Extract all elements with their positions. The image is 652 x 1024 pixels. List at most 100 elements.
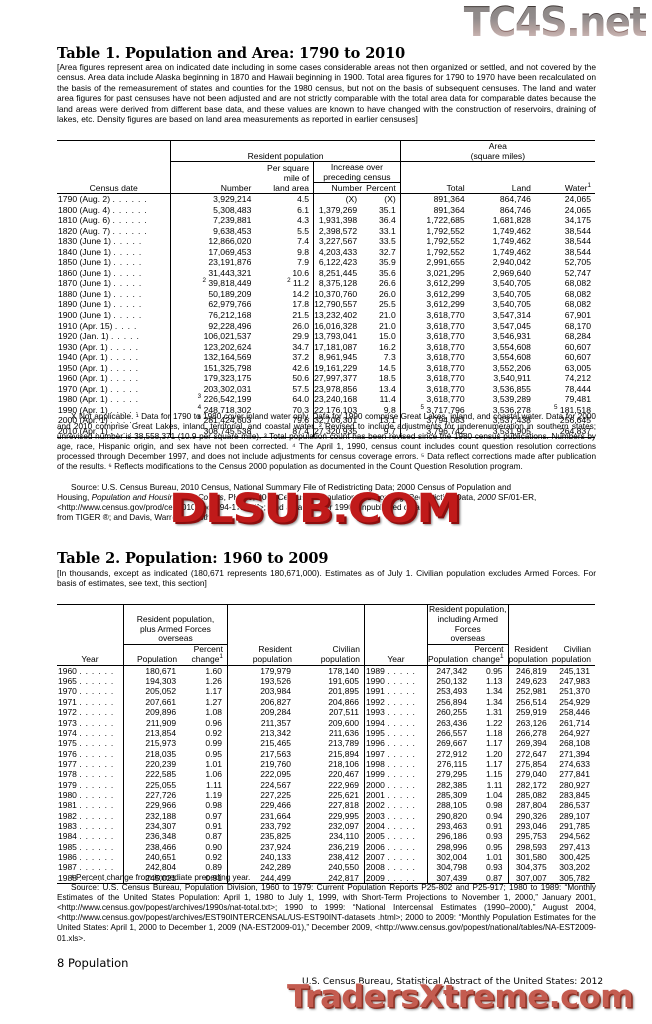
t1-cell-total: 3,612,299 <box>399 278 469 289</box>
t1-col-water: Water1 <box>564 182 591 193</box>
t1-cell-increase-percent: 26.6 <box>379 278 396 289</box>
t1-cell-density: 50.6 <box>292 373 310 384</box>
t1-cell-increase-percent: 36.4 <box>379 215 396 226</box>
t1-cell-date: 1980 (Apr. 1) . . . . . <box>58 394 139 405</box>
t2-col-population-left: Population <box>123 644 182 666</box>
t1-col-total: Total <box>399 182 469 194</box>
t1-cell-date: 1810 (Aug. 6) . . . . . . <box>58 215 148 226</box>
t1-cell-increase-percent: 26.0 <box>379 288 396 299</box>
t1-cell-land: 2,969,640 <box>492 267 531 278</box>
t2-cell-percent-left: 0.91 <box>205 820 222 831</box>
t2-cell-resident-left: 193,526 <box>226 676 296 687</box>
table1-footnotes: X Not applicable. ¹ Data for 1790 to 198… <box>57 412 596 472</box>
t2-cell-population-left: 207,661 <box>123 696 182 708</box>
table-row: 2010 (Apr. 1) . . . . . 308,745,538 87.4 27… <box>57 426 595 438</box>
t2-cell-resident-left: 224,567 <box>226 779 296 790</box>
t1-cell-land: 3,539,289 <box>492 394 531 405</box>
t2-cell-percent-left: 0.95 <box>205 748 222 759</box>
t2-cell-year-right: 1992 . . . . . <box>363 696 428 708</box>
t1-cell-date: 1820 (Aug. 7) . . . . . . <box>58 225 148 236</box>
t1-cell-water: 5 181,518 <box>554 404 591 415</box>
t2-cell-resident-right: 269,394 <box>507 738 552 749</box>
table-row: 1975 . . . . . . 215,973 0.99 215,465 213,78… <box>57 738 595 749</box>
t1-cell-total: 1,792,552 <box>399 246 469 258</box>
t2-cell-resident-left: 237,924 <box>226 841 296 852</box>
table-row: 1810 (Aug. 6) . . . . . . 7,239,881 4.3 1,9… <box>57 215 595 226</box>
t1-cell-increase-number: 13,793,041 <box>313 331 367 342</box>
site-logo-tc4s: TC4S.net <box>463 0 647 46</box>
t2-cell-civilian-right: 245,131 <box>559 665 590 676</box>
t1-cell-total: 3,618,770 <box>399 341 469 353</box>
t1-cell-increase-percent: (X) <box>384 194 396 204</box>
t2-cell-civilian-right: 271,394 <box>559 748 590 759</box>
t1-cell-increase-number: 19,161,229 <box>313 362 367 374</box>
t1-cell-date: 1900 (June 1) . . . . . <box>58 310 143 321</box>
t2-cell-population-right: 288,105 <box>426 800 473 811</box>
t2-cell-year-left: 1981 . . . . . . <box>58 800 115 811</box>
t2-cell-resident-left: 206,827 <box>226 696 296 708</box>
table-row: 1920 (Jan. 1) . . . . . 106,021,537 29.9 13… <box>57 331 595 342</box>
t1-cell-total: 3,618,770 <box>399 362 469 374</box>
t2-cell-percent-left: 1.26 <box>205 676 222 687</box>
t1-cell-water: 79,481 <box>564 394 591 405</box>
t2-cell-percent-left: 0.98 <box>205 800 222 811</box>
t1-cell-water: 52,705 <box>564 257 591 268</box>
t1-cell-increase-percent: 18.5 <box>379 373 396 384</box>
t1-cell-land: 3,540,911 <box>493 373 531 384</box>
t2-cell-resident-right: 246,819 <box>507 665 552 677</box>
t1-cell-date: 1860 (June 1) . . . . . <box>58 267 143 278</box>
t2-cell-resident-left: 215,465 <box>226 738 296 749</box>
t1-cell-number: 123,202,624 <box>170 341 256 353</box>
t2-cell-resident-left: 227,225 <box>226 789 296 801</box>
t1-cell-number: 3 226,542,199 <box>170 394 256 405</box>
t2-cell-civilian-right: 303,202 <box>559 862 590 873</box>
t1-cell-density: 9.8 <box>297 246 310 257</box>
t2-cell-year-left: 1975 . . . . . . <box>58 738 115 749</box>
t1-cell-date: 1930 (Apr. 1) . . . . . <box>58 341 139 352</box>
t2-cell-resident-right: 293,046 <box>507 820 552 832</box>
t1-cell-increase-percent: 14.5 <box>379 362 396 373</box>
t2-cell-population-left: 242,804 <box>123 862 182 873</box>
t1-cell-number: 9,638,453 <box>170 225 256 237</box>
t1-cell-increase-number: 4,203,433 <box>313 246 367 258</box>
t1-cell-water: 34,175 <box>564 215 591 226</box>
t2-cell-resident-left: 222,095 <box>226 769 296 780</box>
t2-cell-civilian-left: 238,412 <box>328 851 359 862</box>
t1-cell-density: 14.2 <box>292 288 310 299</box>
t2-cell-year-left: 1988 . . . . . <box>58 872 108 883</box>
t2-cell-resident-left: 229,466 <box>226 800 296 811</box>
t2-cell-civilian-right: 261,714 <box>559 717 590 728</box>
t2-cell-year-left: 1986 . . . . . . <box>58 851 115 862</box>
t1-cell-increase-percent: 33.1 <box>379 225 396 236</box>
t1-cell-date: 1910 (Apr. 15) . . . . <box>58 320 138 331</box>
table-row: 1830 (June 1) . . . . . 12,866,020 7.4 3,22… <box>57 236 595 247</box>
t2-cell-resident-right: 287,804 <box>507 800 552 811</box>
t2-cell-percent-right: 0.93 <box>485 831 503 842</box>
t1-group-increase: Increase over preceding census <box>313 161 401 183</box>
t2-cell-percent-left: 0.87 <box>205 831 222 842</box>
t1-cell-land: 1,749,462 <box>492 225 531 236</box>
t1-cell-land: 3,536,278 <box>492 404 531 415</box>
t2-cell-civilian-left: 211,636 <box>328 727 359 738</box>
t2-cell-year-left: 1980 . . . . . . <box>58 789 115 800</box>
t1-cell-total: 2,991,655 <box>399 257 469 268</box>
t1-cell-water: 52,747 <box>564 267 591 278</box>
t1-cell-density: 10.6 <box>292 267 310 278</box>
t2-cell-population-left: 234,307 <box>123 820 182 832</box>
table-row: 1980 (Apr. 1) . . . . . 3 226,542,199 64.0… <box>57 394 595 405</box>
t1-group-resident-population: Resident population <box>170 140 401 162</box>
t2-cell-year-left: 1960 . . . . . . <box>58 665 115 676</box>
t2-cell-year-right: 1996 . . . . . <box>363 738 428 749</box>
t2-cell-population-left: 215,973 <box>123 738 182 749</box>
t1-cell-date: 1920 (Jan. 1) . . . . . <box>58 331 140 342</box>
t2-cell-resident-right: 266,278 <box>507 727 552 739</box>
t1-cell-density: 70.3 <box>292 404 310 415</box>
t1-cell-land: 3,546,931 <box>492 331 531 342</box>
t1-cell-density: 29.9 <box>292 331 310 342</box>
table-row: 1980 . . . . . . 227,726 1.19 227,225 225,62… <box>57 789 595 801</box>
t2-cell-year-right: 1998 . . . . . <box>363 758 428 770</box>
t2-cell-resident-right: 301,580 <box>507 851 552 863</box>
t2-cell-population-right: 247,342 <box>426 665 473 677</box>
t2-cell-percent-left: 0.96 <box>205 717 222 728</box>
t1-cell-number: 7,239,881 <box>170 215 256 226</box>
